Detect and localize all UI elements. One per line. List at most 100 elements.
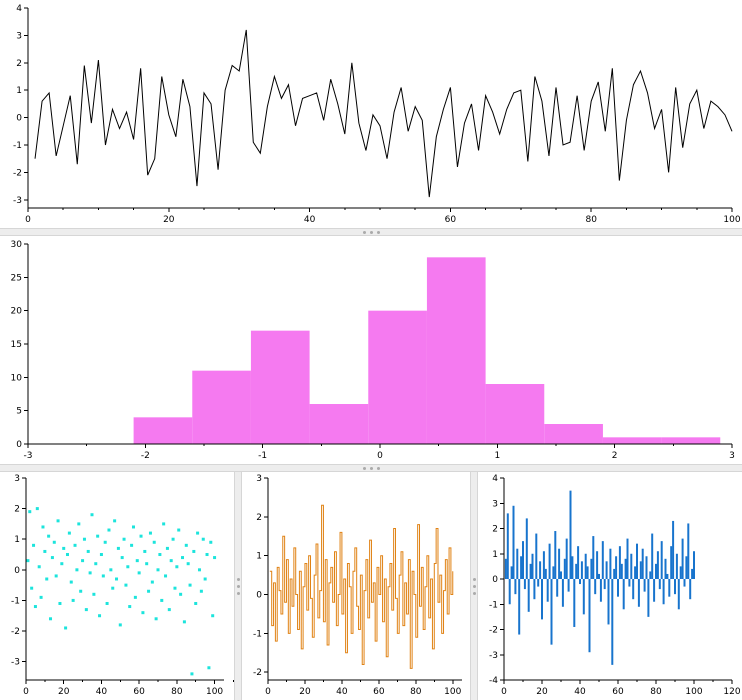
svg-text:-1: -1 — [258, 451, 267, 461]
panel-stem-chart: 0 20 40 60 80 100 120 -4 -3 -2 -1 0 1 2 3 4 — [478, 472, 742, 700]
svg-text:0: 0 — [23, 687, 29, 697]
axes — [24, 7, 733, 212]
svg-text:60: 60 — [612, 687, 624, 697]
svg-text:4: 4 — [492, 474, 498, 484]
svg-text:0: 0 — [14, 566, 20, 576]
svg-text:80: 80 — [585, 215, 597, 225]
svg-text:3: 3 — [14, 474, 20, 484]
svg-text:60: 60 — [373, 687, 385, 697]
svg-text:2: 2 — [256, 513, 262, 523]
tick-labels: 0 20 40 60 80 100 -3 -2 -1 0 1 2 3 — [11, 474, 223, 697]
stem-series — [504, 490, 695, 665]
svg-text:-1: -1 — [11, 596, 20, 606]
svg-text:-3: -3 — [11, 658, 20, 668]
svg-text:3: 3 — [16, 31, 22, 41]
scatter-chart: 0 20 40 60 80 100 -3 -2 -1 0 1 2 3 — [11, 474, 234, 697]
svg-text:60: 60 — [445, 215, 457, 225]
splitter-grip-icon — [369, 466, 373, 470]
svg-text:-1: -1 — [489, 600, 498, 610]
svg-text:-4: -4 — [489, 676, 498, 686]
svg-text:-3: -3 — [13, 196, 22, 206]
horizontal-splitter-2[interactable] — [0, 464, 742, 472]
panel-line-chart: 0 20 40 60 80 100 -3 -2 -1 0 1 2 3 4 — [0, 0, 742, 228]
svg-text:20: 20 — [299, 687, 311, 697]
svg-text:20: 20 — [163, 215, 175, 225]
svg-text:-2: -2 — [141, 451, 150, 461]
panel-stairs-chart: 0 20 40 60 80 100 -2 -1 0 1 2 3 — [242, 472, 470, 700]
scatter-series — [26, 507, 217, 676]
svg-text:40: 40 — [304, 215, 316, 225]
svg-text:40: 40 — [336, 687, 348, 697]
svg-text:100: 100 — [444, 687, 461, 697]
svg-text:0: 0 — [265, 687, 271, 697]
svg-text:80: 80 — [410, 687, 422, 697]
splitter-grip-icon — [472, 584, 476, 588]
axes — [22, 477, 234, 684]
svg-text:-1: -1 — [253, 629, 262, 639]
axes — [264, 477, 462, 684]
tick-labels: 0 20 40 60 80 100 120 -4 -3 -2 -1 0 1 2 3 4 — [489, 474, 741, 697]
svg-text:100: 100 — [723, 215, 740, 225]
svg-text:60: 60 — [133, 687, 145, 697]
line-chart: 0 20 40 60 80 100 -3 -2 -1 0 1 2 3 4 — [13, 4, 741, 225]
svg-text:25: 25 — [11, 273, 22, 283]
svg-text:80: 80 — [650, 687, 662, 697]
svg-text:0: 0 — [25, 215, 31, 225]
svg-text:20: 20 — [11, 307, 23, 317]
horizontal-splitter-1[interactable] — [0, 228, 742, 236]
svg-text:20: 20 — [58, 687, 70, 697]
stem-chart: 0 20 40 60 80 100 120 -4 -3 -2 -1 0 1 2 3 4 — [489, 474, 741, 697]
svg-text:-1: -1 — [13, 141, 22, 151]
svg-text:0: 0 — [16, 440, 22, 450]
svg-text:1: 1 — [492, 550, 498, 560]
panel-histogram-chart: -3 -2 -1 0 1 2 3 0 5 10 15 20 25 30 — [0, 236, 742, 464]
svg-text:2: 2 — [16, 59, 22, 69]
svg-text:20: 20 — [536, 687, 548, 697]
svg-text:120: 120 — [723, 687, 740, 697]
svg-text:-2: -2 — [489, 626, 498, 636]
histogram-series — [133, 257, 721, 444]
stairs-series — [269, 504, 454, 669]
tick-labels: 0 20 40 60 80 100 -2 -1 0 1 2 3 — [253, 474, 462, 697]
svg-text:2: 2 — [612, 451, 618, 461]
svg-text:15: 15 — [11, 340, 22, 350]
svg-text:-2: -2 — [253, 668, 262, 678]
svg-text:1: 1 — [14, 535, 20, 545]
stairs-chart: 0 20 40 60 80 100 -2 -1 0 1 2 3 — [253, 474, 462, 697]
svg-text:-2: -2 — [13, 168, 22, 178]
splitter-grip-icon — [369, 230, 373, 234]
svg-text:1: 1 — [256, 552, 262, 562]
splitter-grip-icon — [236, 584, 240, 588]
vertical-splitter-1[interactable] — [234, 472, 242, 700]
svg-text:-2: -2 — [11, 627, 20, 637]
svg-text:30: 30 — [11, 240, 23, 250]
panel-scatter-chart: 0 20 40 60 80 100 -3 -2 -1 0 1 2 3 — [0, 472, 234, 700]
svg-text:40: 40 — [574, 687, 586, 697]
svg-text:0: 0 — [16, 114, 22, 124]
svg-text:1: 1 — [494, 451, 500, 461]
svg-text:-3: -3 — [24, 451, 33, 461]
svg-text:3: 3 — [256, 474, 262, 484]
axes — [500, 477, 733, 684]
svg-text:0: 0 — [492, 575, 498, 585]
svg-text:100: 100 — [206, 687, 223, 697]
svg-text:0: 0 — [256, 591, 262, 601]
svg-text:80: 80 — [171, 687, 183, 697]
svg-text:0: 0 — [377, 451, 383, 461]
svg-text:3: 3 — [492, 499, 498, 509]
tick-labels: 0 20 40 60 80 100 -3 -2 -1 0 1 2 3 4 — [13, 4, 741, 225]
line-series — [34, 29, 733, 198]
vertical-splitter-2[interactable] — [470, 472, 478, 700]
svg-text:10: 10 — [11, 373, 23, 383]
svg-text:1: 1 — [16, 86, 22, 96]
svg-text:100: 100 — [685, 687, 702, 697]
svg-text:-3: -3 — [489, 651, 498, 661]
axes — [24, 243, 733, 448]
svg-text:5: 5 — [16, 407, 22, 417]
svg-text:40: 40 — [96, 687, 108, 697]
svg-text:3: 3 — [729, 451, 735, 461]
svg-text:2: 2 — [492, 525, 498, 535]
